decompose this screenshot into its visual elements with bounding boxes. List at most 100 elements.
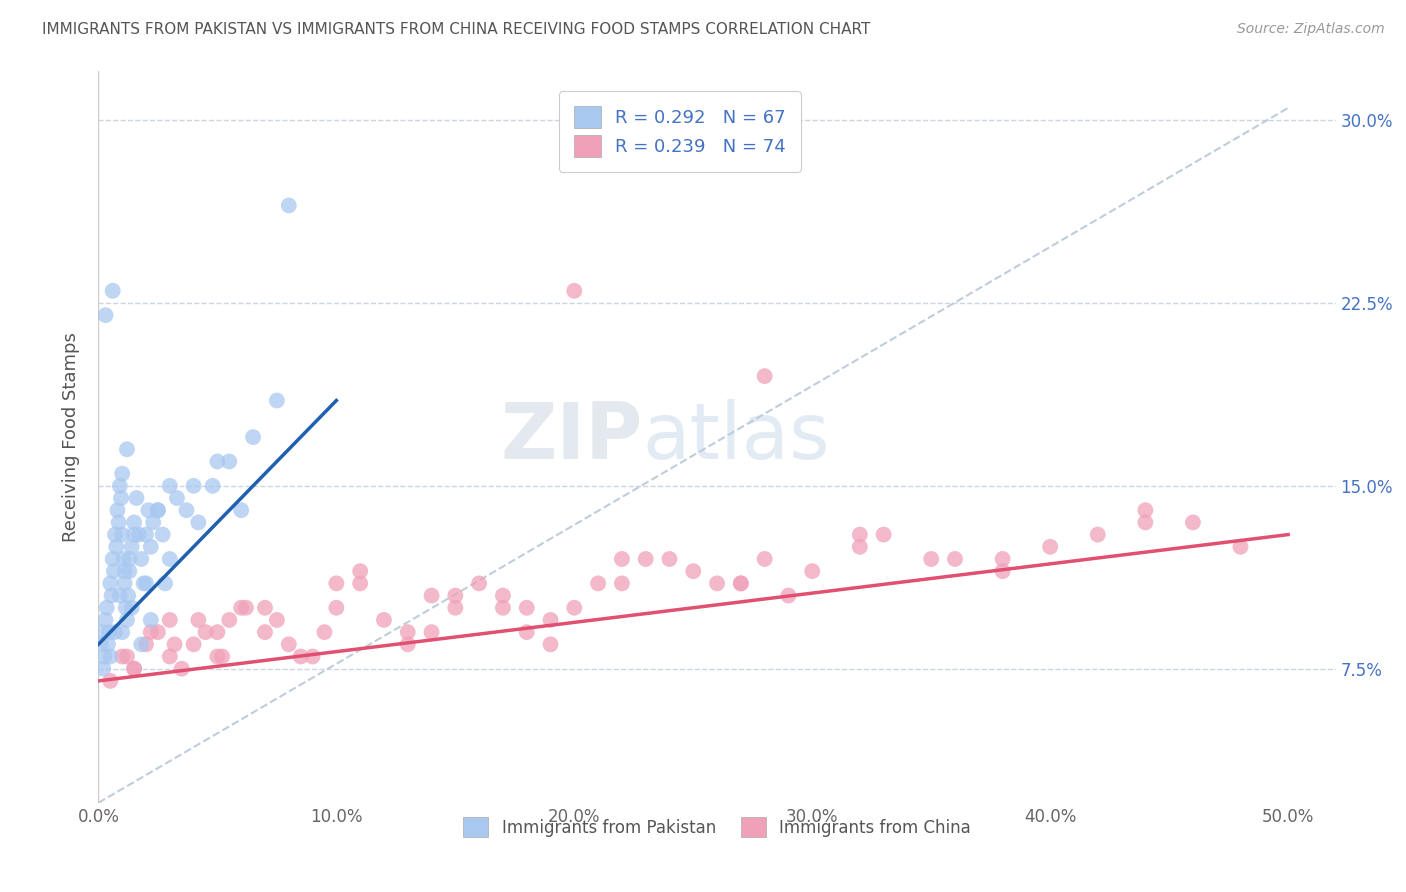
Point bbox=[125, 491, 148, 505]
Point bbox=[540, 613, 562, 627]
Point bbox=[159, 552, 181, 566]
Point bbox=[98, 649, 121, 664]
Point bbox=[444, 589, 467, 603]
Point bbox=[101, 552, 124, 566]
Point bbox=[108, 479, 131, 493]
Point bbox=[108, 589, 131, 603]
Point bbox=[706, 576, 728, 591]
Point bbox=[163, 637, 186, 651]
Point bbox=[754, 369, 776, 384]
Point bbox=[146, 503, 169, 517]
Point bbox=[117, 589, 139, 603]
Point bbox=[135, 527, 157, 541]
Point bbox=[187, 516, 209, 530]
Point bbox=[121, 540, 143, 554]
Point bbox=[138, 503, 160, 517]
Point bbox=[943, 552, 966, 566]
Point bbox=[159, 649, 181, 664]
Point bbox=[253, 625, 276, 640]
Point bbox=[122, 662, 145, 676]
Point bbox=[91, 625, 114, 640]
Point bbox=[114, 600, 136, 615]
Point bbox=[159, 479, 181, 493]
Point bbox=[139, 540, 162, 554]
Point bbox=[516, 600, 538, 615]
Point bbox=[128, 527, 150, 541]
Point bbox=[104, 625, 127, 640]
Point bbox=[111, 467, 134, 481]
Point bbox=[277, 637, 299, 651]
Point bbox=[90, 637, 112, 651]
Point bbox=[118, 564, 141, 578]
Point bbox=[135, 576, 157, 591]
Point bbox=[872, 527, 894, 541]
Point bbox=[218, 454, 240, 468]
Point bbox=[468, 576, 491, 591]
Point bbox=[730, 576, 752, 591]
Point bbox=[420, 625, 443, 640]
Point bbox=[754, 552, 776, 566]
Point bbox=[1135, 503, 1157, 517]
Point bbox=[492, 589, 515, 603]
Point bbox=[114, 564, 136, 578]
Point bbox=[207, 649, 229, 664]
Point bbox=[114, 576, 136, 591]
Point bbox=[266, 393, 288, 408]
Point bbox=[201, 479, 224, 493]
Point bbox=[101, 284, 124, 298]
Point bbox=[1135, 516, 1157, 530]
Point bbox=[730, 576, 752, 591]
Text: atlas: atlas bbox=[643, 399, 831, 475]
Point bbox=[194, 625, 217, 640]
Point bbox=[349, 576, 371, 591]
Point bbox=[658, 552, 681, 566]
Point bbox=[231, 600, 253, 615]
Point bbox=[94, 308, 117, 322]
Point bbox=[139, 613, 162, 627]
Point bbox=[94, 613, 117, 627]
Point bbox=[211, 649, 233, 664]
Point bbox=[586, 576, 609, 591]
Point bbox=[290, 649, 312, 664]
Point bbox=[682, 564, 704, 578]
Point bbox=[98, 625, 121, 640]
Point bbox=[121, 600, 143, 615]
Point bbox=[207, 454, 229, 468]
Point bbox=[253, 600, 276, 615]
Point bbox=[634, 552, 657, 566]
Point bbox=[610, 576, 633, 591]
Point bbox=[183, 479, 205, 493]
Point bbox=[920, 552, 942, 566]
Point bbox=[516, 625, 538, 640]
Point bbox=[420, 589, 443, 603]
Point bbox=[103, 564, 125, 578]
Point bbox=[991, 552, 1014, 566]
Point bbox=[98, 576, 121, 591]
Point bbox=[100, 589, 122, 603]
Point bbox=[110, 491, 132, 505]
Point bbox=[142, 516, 165, 530]
Point bbox=[129, 552, 152, 566]
Point bbox=[778, 589, 800, 603]
Point bbox=[218, 613, 240, 627]
Point bbox=[122, 527, 145, 541]
Point bbox=[98, 673, 121, 688]
Point bbox=[115, 649, 138, 664]
Point bbox=[122, 662, 145, 676]
Point bbox=[444, 600, 467, 615]
Point bbox=[132, 576, 155, 591]
Text: ZIP: ZIP bbox=[501, 399, 643, 475]
Point bbox=[396, 637, 419, 651]
Point bbox=[373, 613, 395, 627]
Point bbox=[242, 430, 264, 444]
Point bbox=[97, 637, 120, 651]
Point bbox=[562, 284, 585, 298]
Point bbox=[152, 527, 174, 541]
Point bbox=[105, 540, 128, 554]
Point bbox=[118, 552, 141, 566]
Point bbox=[176, 503, 198, 517]
Point bbox=[135, 637, 157, 651]
Point bbox=[266, 613, 288, 627]
Point bbox=[849, 527, 872, 541]
Point bbox=[187, 613, 209, 627]
